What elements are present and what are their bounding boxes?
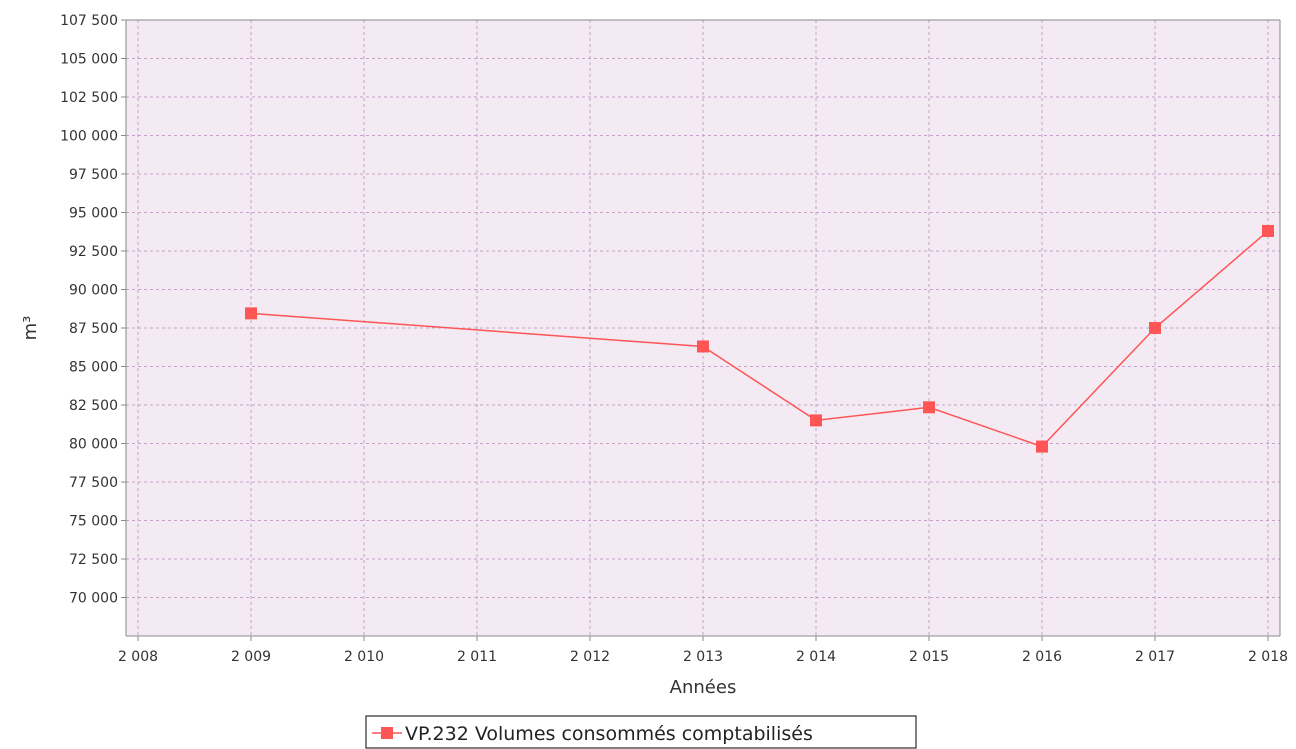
- x-axis-title: Années: [670, 677, 737, 698]
- y-tick-label: 92 500: [69, 244, 118, 260]
- x-tick-label: 2 009: [231, 649, 271, 665]
- y-tick-label: 87 500: [69, 321, 118, 337]
- data-point: [1036, 440, 1048, 453]
- y-tick-label: 72 500: [69, 552, 118, 568]
- data-point: [1149, 322, 1161, 334]
- legend: VP.232 Volumes consommés comptabilisés: [365, 715, 917, 749]
- legend-marker-swatch: [381, 727, 393, 739]
- y-tick-label: 77 500: [69, 475, 118, 491]
- x-tick-label: 2 008: [118, 649, 158, 665]
- y-tick-label: 70 000: [69, 591, 118, 607]
- y-tick-label: 95 000: [69, 206, 118, 222]
- series: [245, 224, 1274, 453]
- x-tick-label: 2 014: [796, 649, 836, 665]
- y-tick-label: 107 500: [60, 13, 118, 29]
- y-tick-label: 97 500: [69, 167, 118, 183]
- data-point: [810, 414, 822, 427]
- y-axis-title: m³: [20, 316, 41, 341]
- x-tick-label: 2 015: [909, 649, 949, 665]
- x-tick-label: 2 011: [457, 649, 497, 665]
- legend-label: VP.232 Volumes consommés comptabilisés: [405, 723, 813, 745]
- y-tick-label: 80 000: [69, 437, 118, 453]
- y-tick-label: 85 000: [69, 360, 118, 376]
- y-tick-label: 100 000: [60, 129, 118, 145]
- x-tick-label: 2 018: [1248, 649, 1288, 665]
- legend-box: [365, 715, 917, 749]
- x-tick-label: 2 017: [1135, 649, 1175, 665]
- x-tick-label: 2 012: [570, 649, 610, 665]
- data-point: [697, 340, 709, 353]
- y-tick-label: 90 000: [69, 283, 118, 299]
- data-point: [245, 307, 257, 320]
- axes: [121, 19, 1281, 641]
- x-tick-label: 2 016: [1022, 649, 1062, 665]
- y-tick-label: 102 500: [60, 90, 118, 106]
- y-tick-label: 105 000: [60, 52, 118, 68]
- data-point: [923, 401, 935, 414]
- data-point: [1262, 224, 1274, 237]
- y-tick-labels: 70 000 72 500 75 000 77 500 80 000 82 500 85 0…: [60, 13, 118, 607]
- x-tick-label: 2 013: [683, 649, 723, 665]
- grid: [126, 19, 1280, 636]
- y-tick-label: 82 500: [69, 398, 118, 414]
- y-tick-label: 75 000: [69, 514, 118, 530]
- x-tick-labels: 2 008 2 009 2 010 2 011 2 012 2 013 2 014 2 015…: [118, 649, 1288, 665]
- x-tick-label: 2 010: [344, 649, 384, 665]
